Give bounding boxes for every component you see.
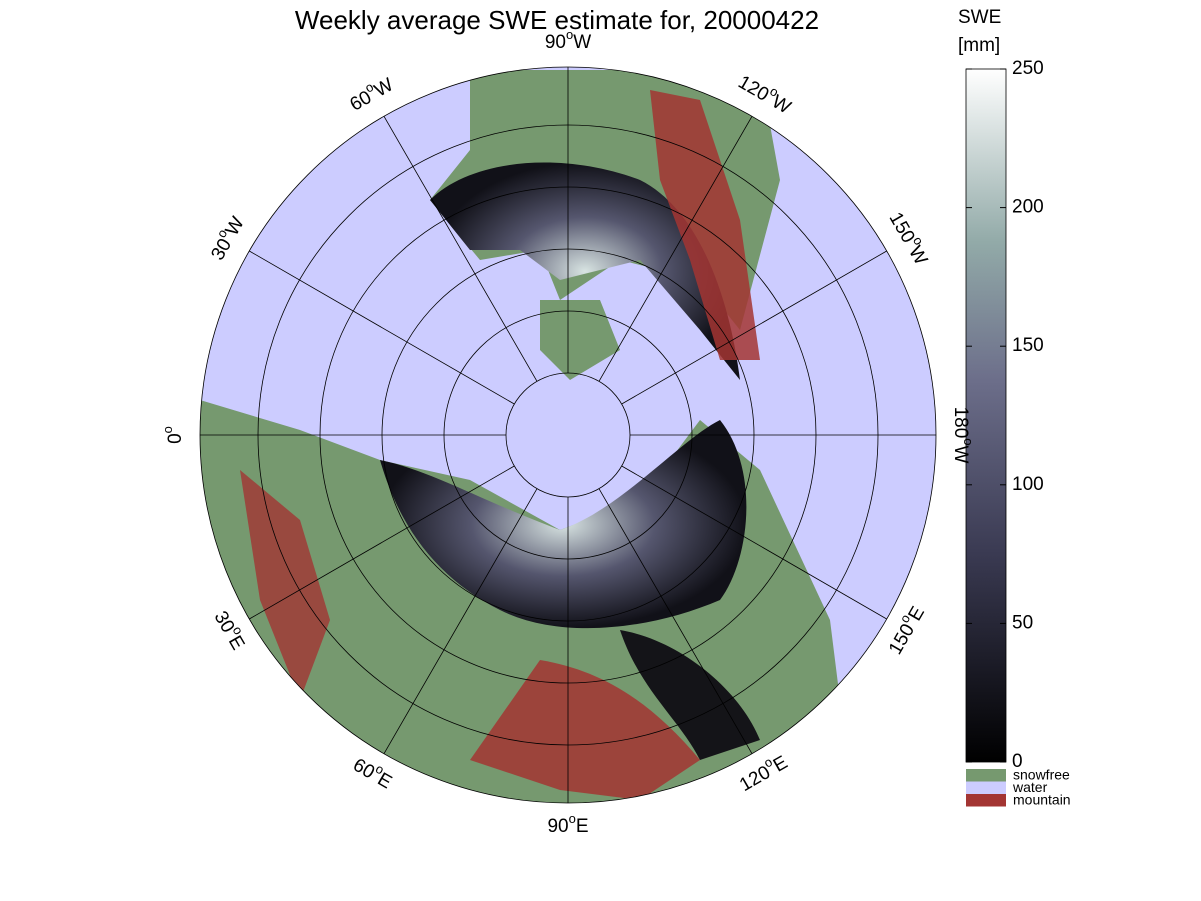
map-disk [200,67,936,803]
legend-swatch [966,781,1006,794]
meridian-label: 120oW [734,68,796,119]
meridian-degrees: 120 [734,72,772,106]
meridian-degrees: 0 [165,433,186,444]
meridian [249,465,515,620]
meridian-degrees: 90 [545,32,566,53]
asia-snow [620,630,760,760]
meridian-hemisphere: W [573,32,591,53]
meridian-degrees: 30 [207,235,236,264]
legend-label: snowfree [1013,767,1070,783]
meridian [598,116,753,382]
degree-symbol: o [961,438,976,445]
meridian-degrees: 60 [349,755,378,784]
meridian-label: 30oW [203,211,248,264]
meridian-degrees: 90 [547,816,568,837]
meridian-hemisphere: E [576,816,589,837]
eurasia-snow [380,420,747,629]
meridian-hemisphere: E [770,752,791,777]
degree-symbol: o [160,426,175,433]
meridian-label: 60oW [344,70,397,115]
degree-symbol: o [566,27,573,42]
arctic-ocean [534,398,635,472]
meridian-hemisphere: W [904,243,931,269]
meridian-label: 180oW [950,407,976,464]
colorbar-tick-label: 50 [1012,612,1033,633]
rocky-mountains [650,90,760,360]
colorbar-unit: [mm] [958,35,1000,56]
meridian-label: 90oE [547,811,588,837]
meridian [383,116,538,382]
meridian-degrees: 150 [885,620,919,658]
colorbar-tick-label: 250 [1012,58,1044,79]
degree-symbol: o [569,811,576,826]
map-title: Weekly average SWE estimate for, 2000042… [295,5,819,35]
meridian-hemisphere: W [371,74,397,101]
meridian [598,488,753,754]
meridian-label: 150oW [885,207,936,269]
north-america-snow [430,162,740,380]
meridian-hemisphere: E [224,632,249,653]
meridian-degrees: 180 [950,407,971,439]
meridian-label: 150oE [881,601,929,658]
central-asia-mountains [470,660,700,800]
legend-swatch [966,769,1006,782]
meridian [621,250,887,405]
europe-mountains [240,470,330,700]
meridian-hemisphere: W [950,446,971,464]
meridian [621,465,887,620]
legend-swatch [966,794,1006,807]
legend-label: water [1012,779,1048,795]
colorbar-label: SWE [958,7,1001,28]
meridian-label: 0o [160,426,186,444]
arctic-islands [540,300,620,380]
colorbar-tick-label: 200 [1012,197,1044,218]
meridian [249,250,515,405]
colorbar-tick-label: 150 [1012,335,1044,356]
colorbar-tick-label: 100 [1012,474,1044,495]
colorbar-tick-label: 0 [1012,751,1023,772]
legend-label: mountain [1013,792,1071,808]
colorbar [965,68,1007,763]
meridian [383,488,538,754]
meridian-label: 90oW [545,27,591,53]
graticule [199,66,937,804]
